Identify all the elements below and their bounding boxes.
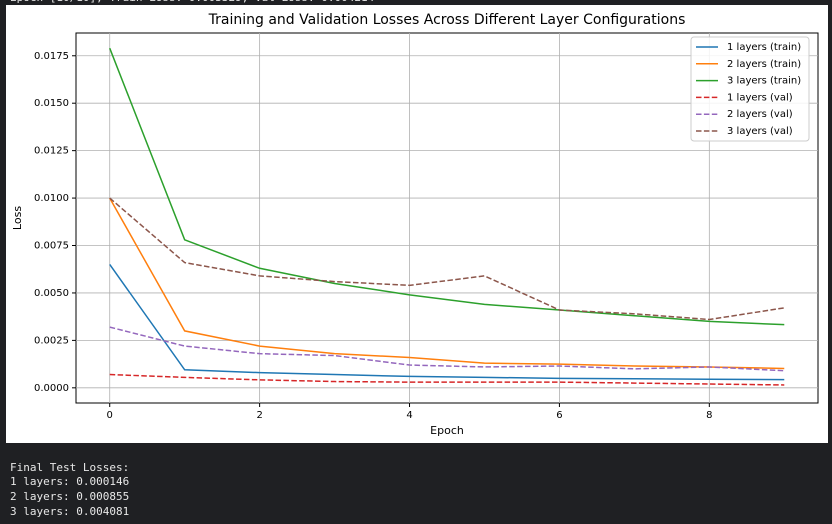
- series-line: [109, 47, 785, 326]
- y-tick-label: 0.0150: [34, 98, 69, 109]
- x-tick-label: 4: [406, 410, 412, 421]
- output-line: 3 layers: 0.004081: [10, 505, 129, 518]
- series-line: [109, 264, 785, 381]
- series-line: [109, 326, 785, 372]
- series-line: [109, 197, 785, 321]
- legend-label: 1 layers (val): [727, 92, 793, 103]
- y-tick-label: 0.0100: [34, 193, 69, 204]
- y-tick-label: 0.0175: [34, 51, 69, 62]
- output-lines: 1 layers: 0.000146 2 layers: 0.000855 3 la…: [10, 475, 129, 518]
- y-axis-label: Loss: [11, 206, 24, 230]
- legend-box: [690, 36, 810, 142]
- y-tick-label: 0.0000: [34, 383, 69, 394]
- x-tick-label: 0: [107, 410, 113, 421]
- x-axis-label: Epoch: [430, 424, 464, 437]
- x-tick-label: 2: [256, 410, 262, 421]
- output-line: 1 layers: 0.000146: [10, 475, 129, 488]
- y-tick-label: 0.0125: [34, 146, 69, 157]
- legend-label: 3 layers (train): [727, 76, 801, 87]
- y-tick-label: 0.0025: [34, 335, 69, 346]
- series-line: [109, 373, 785, 386]
- legend-label: 1 layers (train): [727, 42, 801, 53]
- output-line: 2 layers: 0.000855: [10, 490, 129, 503]
- series-line: [109, 197, 785, 370]
- x-tick-label: 8: [706, 410, 712, 421]
- legend-label: 2 layers (train): [727, 59, 801, 70]
- chart-title: Training and Validation Losses Across Di…: [208, 12, 686, 28]
- marks: [109, 47, 785, 386]
- legend: 1 layers (train) 2 layers (train) 3 layers…: [690, 36, 810, 142]
- y-tick-label: 0.0075: [34, 241, 69, 252]
- output-heading: Final Test Losses:: [10, 461, 129, 474]
- legend-label: 3 layers (val): [727, 126, 793, 137]
- legend-label: 2 layers (val): [727, 109, 793, 120]
- y-tick-label: 0.0050: [34, 288, 69, 299]
- x-tick-label: 6: [556, 410, 562, 421]
- log-line: Epoch [10/10], Train Loss: 0.003329, Val…: [10, 0, 375, 4]
